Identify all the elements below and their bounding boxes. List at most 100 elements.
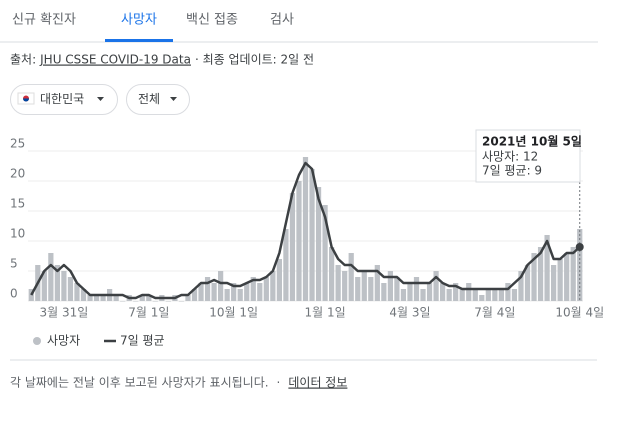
bar [152,301,158,302]
bar [61,271,67,301]
bar [394,277,400,301]
region-button[interactable] [10,84,118,115]
bar [146,295,152,301]
tab-indicator [105,39,173,42]
bar [551,265,557,301]
bar [120,301,126,302]
bar [361,271,367,301]
range-button[interactable] [126,84,190,115]
source-label: 출처: [10,53,36,67]
y-tick-label: 25 [10,137,25,151]
bar [518,271,524,301]
bar [498,289,504,301]
dropdown-arrow [97,97,104,101]
y-tick-label: 5 [10,257,18,271]
bar [302,157,309,301]
tooltip-date: 2021년 10월 5일 [482,134,582,149]
bar [257,283,263,301]
x-tick-label: 1월 1일 [305,306,346,320]
bar [420,289,426,301]
bar [315,187,322,301]
tooltip-line: 7일 평균: 9 [482,164,542,178]
bar [531,253,537,301]
y-tick-label: 20 [10,167,25,181]
y-tick-label: 15 [10,197,25,211]
flag-icon [17,92,35,105]
bar [570,247,576,301]
bar [165,301,171,302]
bar [244,283,250,301]
bar [322,205,328,301]
tab[interactable]: 신규 확진자 [12,13,76,28]
bar [211,283,217,301]
x-tick-label: 7월 1일 [128,306,169,320]
bar [433,271,439,301]
bar [459,289,465,301]
tooltip-line: 사망자: 12 [482,150,538,164]
region-label: 대한민국 [40,92,84,106]
bar [224,289,230,301]
bar [93,295,100,301]
y-tick-label: 10 [10,227,25,241]
hover-dot [575,243,584,251]
bar [485,289,491,301]
update-info: · 최종 업데이트: 2일 전 [195,53,314,67]
tab[interactable]: 검사 [270,13,294,28]
bar [479,295,485,301]
bar [355,277,361,301]
bar [198,283,204,301]
bar [348,253,354,301]
bar [263,277,269,301]
source-link[interactable]: JHU CSSE COVID-19 Data [39,53,191,67]
bar [413,277,420,301]
legend-label: 7일 평균 [120,334,165,348]
bar [48,253,54,301]
bar [231,283,237,301]
bar [400,289,407,301]
footer-link[interactable]: 데이터 정보 [288,376,347,390]
bar [537,247,544,301]
bar [80,289,87,301]
bar [335,265,341,301]
bar [524,265,531,301]
avg-line [30,161,581,300]
bar [54,265,60,301]
bar [387,271,393,301]
tab-active[interactable]: 사망자 [121,13,157,28]
bar [270,271,276,301]
bar [204,277,211,301]
bar [407,283,413,301]
bar [87,295,93,301]
bar [218,271,224,301]
bar [466,283,472,301]
x-tick-label: 4월 3일 [389,306,430,320]
bar [133,301,139,302]
bar [100,295,106,301]
x-tick-label: 10월 4일 [555,306,604,320]
bar [368,277,374,301]
bar [453,283,459,301]
bar [237,289,243,301]
bar [505,283,511,301]
bar [440,283,446,301]
bar [113,295,119,301]
bar [283,229,289,301]
bar [74,283,80,301]
dropdown-arrow [170,97,177,101]
bar [426,283,433,301]
bar [511,289,518,301]
bar [67,277,74,301]
bar [329,247,335,301]
footer-separator: · [277,376,281,390]
bar [250,277,256,301]
x-tick-label: 3월 31일 [40,306,89,320]
bar [374,265,380,301]
bar [309,169,315,301]
bar [191,289,198,301]
tab[interactable]: 백신 접종 [186,13,238,28]
bar [381,283,387,301]
y-tick-label: 0 [10,287,18,301]
bar [41,271,47,301]
